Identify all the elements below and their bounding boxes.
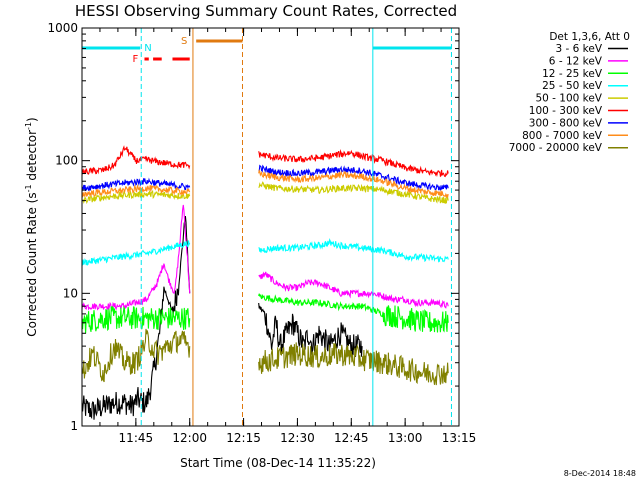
legend-label: 300 - 800 keV xyxy=(529,117,603,129)
y-axis-label: Corrected Count Rate (s-1 detector-1) xyxy=(24,117,39,336)
legend-label: 3 - 6 keV xyxy=(555,43,602,55)
legend-label: 7000 - 20000 keV xyxy=(509,142,603,154)
series-line-50-100-kev-2 xyxy=(258,181,449,204)
legend-label: 50 - 100 keV xyxy=(535,93,602,105)
legend-entry-50-100-kev: 50 - 100 keV xyxy=(535,93,628,105)
footer-timestamp: 8-Dec-2014 18:48 xyxy=(564,469,636,478)
series-800-7000-kev xyxy=(81,169,449,199)
chart-title: HESSI Observing Summary Count Rates, Cor… xyxy=(75,2,457,20)
series-line-300-800-kev-1 xyxy=(81,177,191,192)
label-n: N xyxy=(144,43,151,54)
legend-entry-6-12-kev: 6 - 12 keV xyxy=(549,55,628,67)
series-12-25-kev xyxy=(81,293,449,334)
series-line-3-6-kev-1 xyxy=(81,216,191,420)
series-25-50-kev xyxy=(81,237,449,266)
x-tick-label: 13:15 xyxy=(442,431,477,445)
series-line-12-25-kev-1 xyxy=(81,305,191,334)
legend-entry-800-7000-kev: 800 - 7000 keV xyxy=(522,130,628,142)
x-tick-label: 12:45 xyxy=(334,431,369,445)
x-axis-label: Start Time (08-Dec-14 11:35:22) xyxy=(180,456,376,470)
x-tick-label: 12:30 xyxy=(280,431,315,445)
y-tick-label: 10 xyxy=(63,286,78,300)
series-line-6-12-kev-2 xyxy=(258,271,449,309)
series-50-100-kev xyxy=(82,181,449,205)
x-tick-label: 12:00 xyxy=(172,431,207,445)
data-layer xyxy=(81,145,449,420)
series-300-800-kev xyxy=(81,164,449,192)
series-7000-20000-kev xyxy=(81,328,449,386)
series-6-12-kev xyxy=(81,204,449,311)
axis-layer: 11:45 12:00 12:15 12:30 12:45 13:00 13:15 1 10 10… xyxy=(47,21,476,445)
legend-label: 100 - 300 keV xyxy=(529,105,603,117)
y-tick-label: 100 xyxy=(55,154,78,168)
x-tick-label: 12:15 xyxy=(226,431,261,445)
series-3-6-kev xyxy=(81,216,363,420)
label-f: F xyxy=(132,54,138,65)
legend-title: Det 1,3,6, Att 0 xyxy=(549,31,630,43)
series-line-300-800-kev-2 xyxy=(258,164,449,191)
series-line-3-6-kev-2 xyxy=(258,302,363,358)
legend-entry-25-50-kev: 25 - 50 keV xyxy=(542,80,628,92)
legend-label: 800 - 7000 keV xyxy=(522,130,603,142)
y-tick-label: 1 xyxy=(70,419,78,433)
legend-entry-7000-20000-kev: 7000 - 20000 keV xyxy=(509,142,628,154)
series-line-50-100-kev-1 xyxy=(82,189,191,205)
series-line-100-300-kev-1 xyxy=(81,145,191,176)
plot-frame xyxy=(81,27,460,427)
legend-entry-300-800-kev: 300 - 800 keV xyxy=(529,117,628,129)
legend-entry-12-25-kev: 12 - 25 keV xyxy=(542,68,628,80)
series-line-7000-20000-kev-1 xyxy=(81,328,191,383)
series-line-12-25-kev-2 xyxy=(258,293,449,333)
series-line-800-7000-kev-2 xyxy=(258,169,449,199)
legend-label: 12 - 25 keV xyxy=(542,68,603,80)
series-line-100-300-kev-2 xyxy=(258,148,449,178)
legend-entry-3-6-kev: 3 - 6 keV xyxy=(555,43,628,55)
legend-entry-100-300-kev: 100 - 300 keV xyxy=(529,105,628,117)
series-100-300-kev xyxy=(81,145,449,178)
x-tick-label: 13:00 xyxy=(388,431,423,445)
series-line-25-50-kev-1 xyxy=(81,240,191,266)
y-tick-label: 1000 xyxy=(47,21,78,35)
label-s: S xyxy=(181,36,187,47)
series-line-25-50-kev-2 xyxy=(258,237,449,263)
series-line-800-7000-kev-1 xyxy=(81,183,191,198)
series-line-7000-20000-kev-2 xyxy=(258,342,449,386)
legend-label: 25 - 50 keV xyxy=(542,80,603,92)
x-tick-label: 11:45 xyxy=(119,431,154,445)
legend-label: 6 - 12 keV xyxy=(549,55,603,67)
series-line-6-12-kev-1 xyxy=(81,204,191,311)
